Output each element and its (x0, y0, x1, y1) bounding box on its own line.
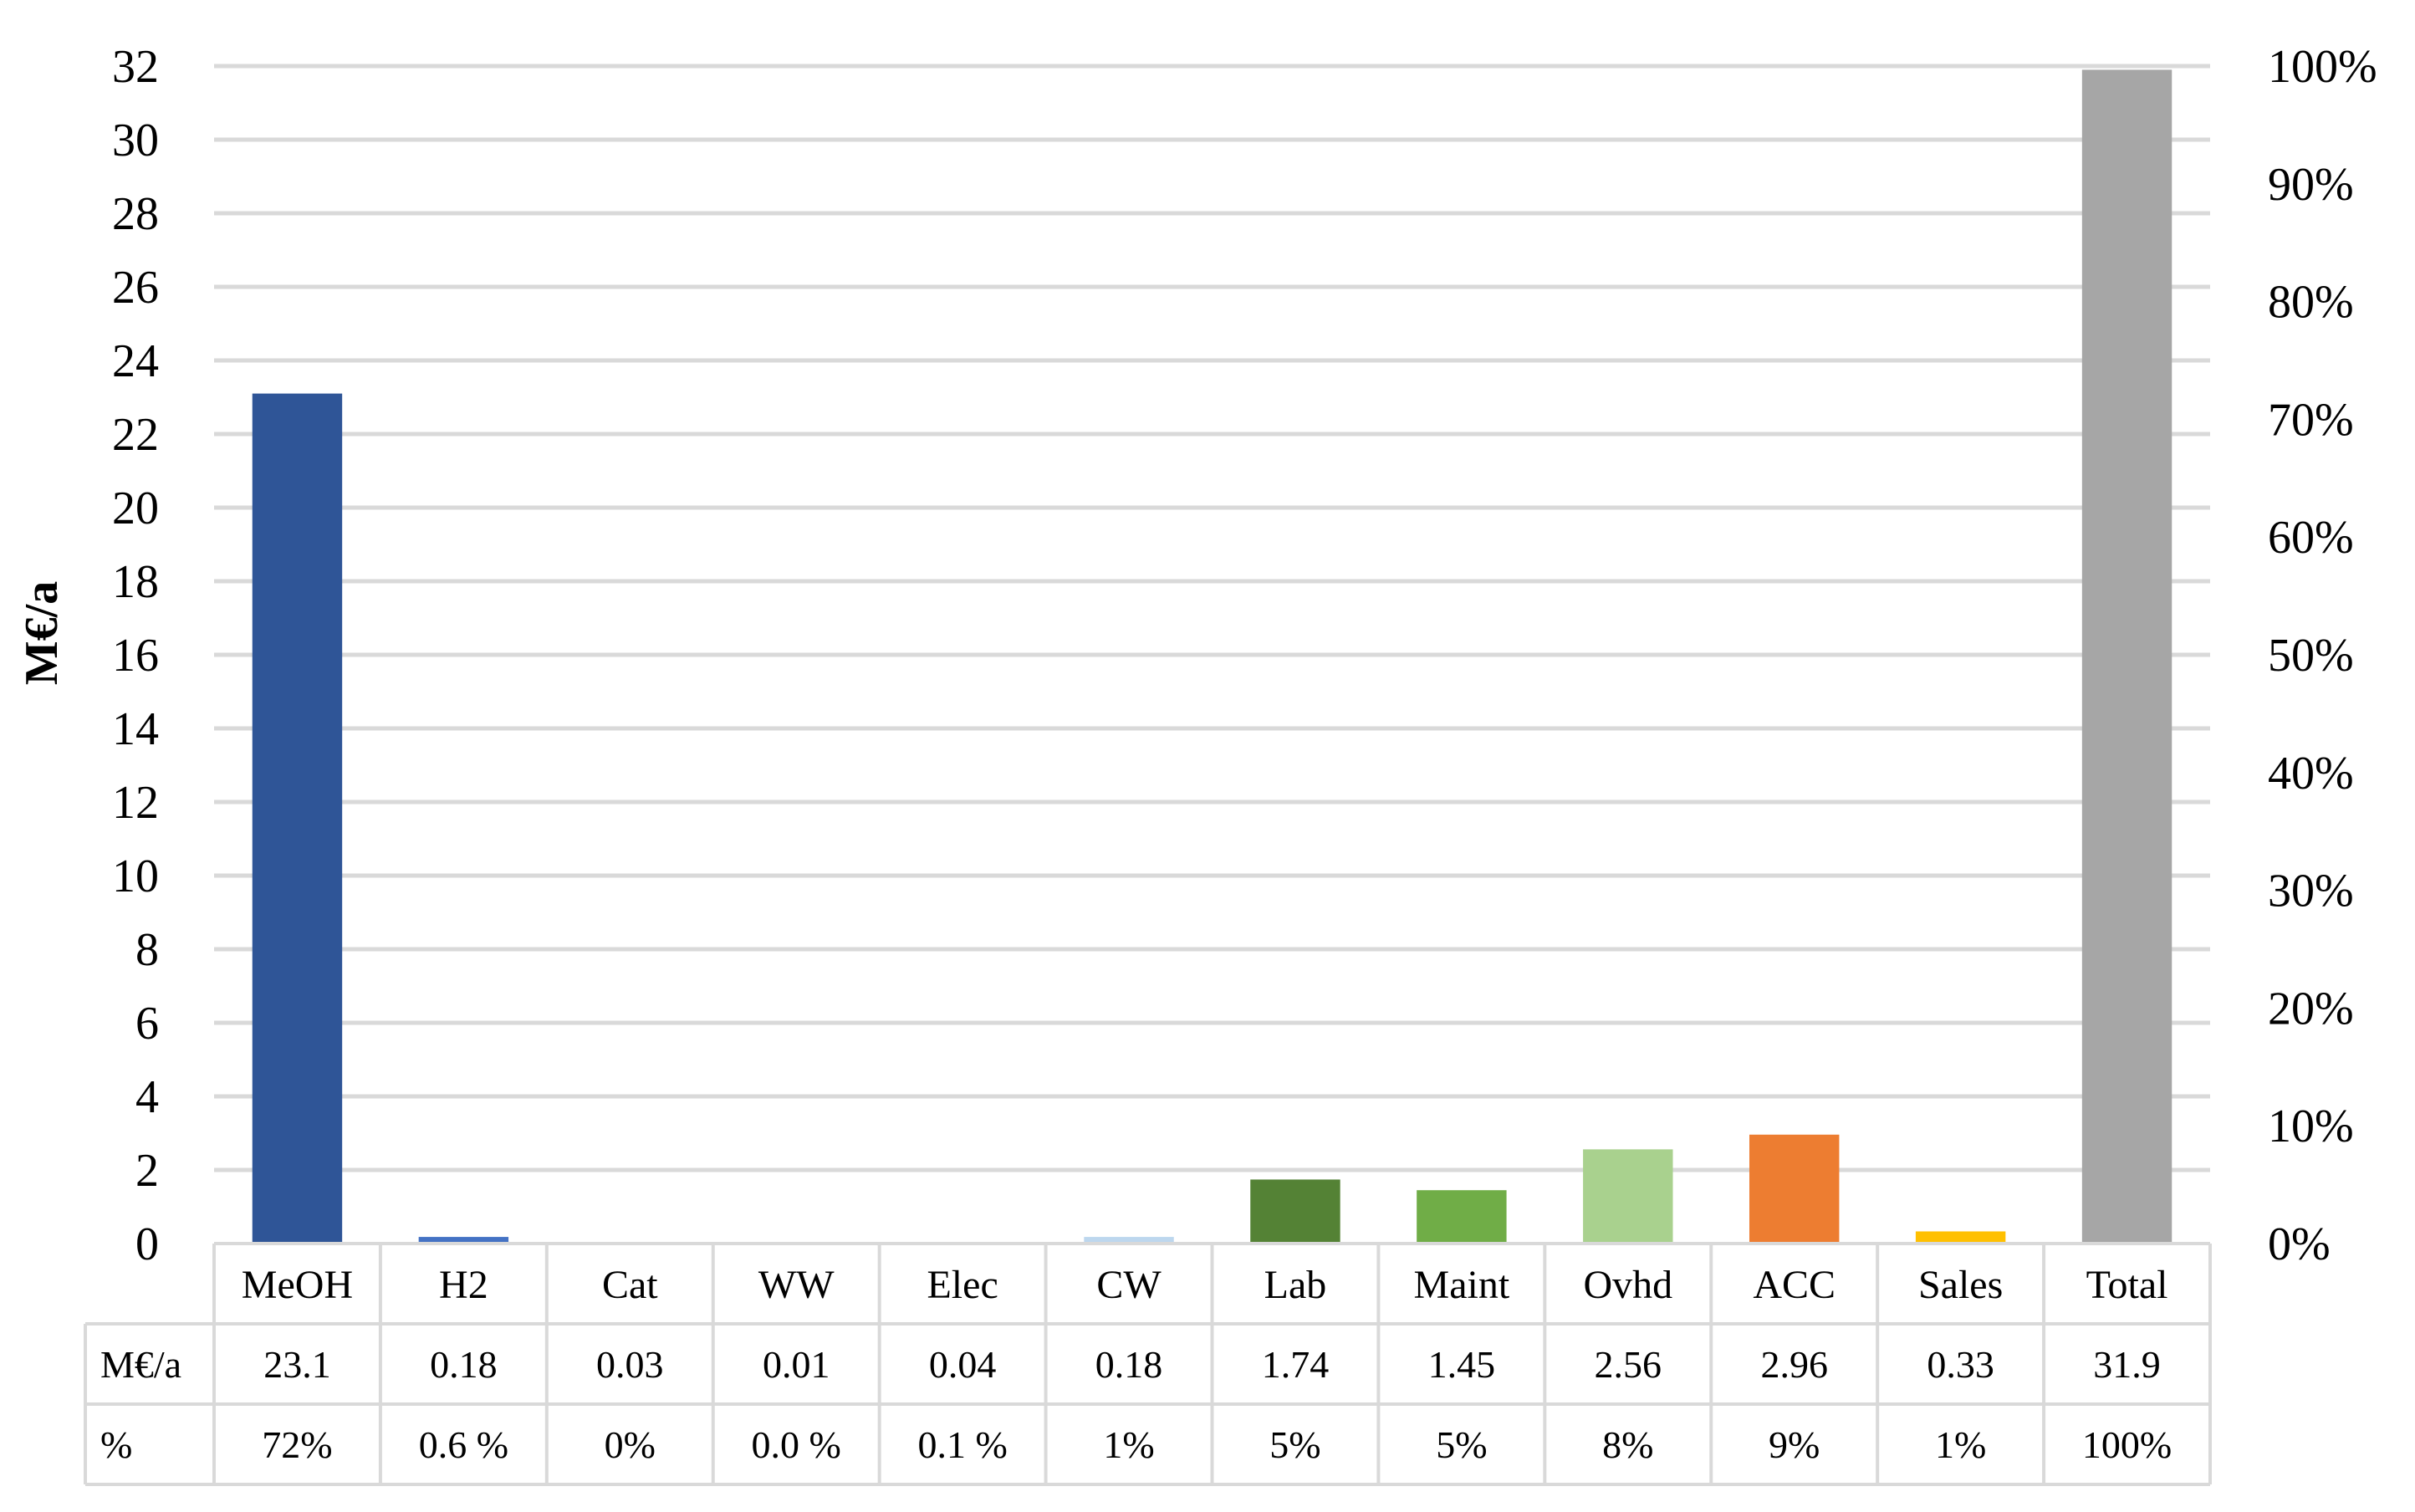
category-label: WW (758, 1263, 835, 1307)
y-tick-label: 32 (112, 41, 159, 93)
category-label: ACC (1753, 1263, 1836, 1307)
bar-maint (1417, 1190, 1507, 1244)
y2-tick-label: 80% (2268, 277, 2354, 329)
category-label: CW (1096, 1263, 1162, 1307)
y2-tick-label: 70% (2268, 394, 2354, 446)
y2-tick-label: 50% (2268, 630, 2354, 682)
table-cell: 2.96 (1760, 1343, 1828, 1386)
table-cell: 2.56 (1595, 1343, 1662, 1386)
table-cell: 31.9 (2093, 1343, 2161, 1386)
y-tick-label: 8 (135, 924, 159, 976)
y2-tick-label: 40% (2268, 748, 2354, 799)
y-tick-label: 26 (112, 262, 159, 314)
bar-acc (1749, 1134, 1840, 1244)
category-label: MeOH (242, 1263, 353, 1307)
bar-sales (1915, 1231, 2006, 1244)
y-tick-label: 4 (135, 1071, 159, 1123)
y-tick-label: 22 (112, 409, 159, 461)
y2-tick-label: 60% (2268, 512, 2354, 564)
y-tick-label: 16 (112, 630, 159, 682)
table-cell: 0% (605, 1423, 656, 1466)
y-tick-label: 20 (112, 483, 159, 534)
y-axis-title: M€/a (16, 581, 68, 685)
y-tick-label: 10 (112, 850, 159, 902)
table-cell: 0.04 (929, 1343, 997, 1386)
bar-total (2081, 69, 2172, 1244)
y2-tick-label: 30% (2268, 866, 2354, 917)
table-cell: 0.18 (1095, 1343, 1163, 1386)
bar-ovhd (1583, 1149, 1673, 1244)
right-axis-ticks: 0% 10% 20% 30% 40% 50% 60% 70% 80% 90% 100% (2268, 41, 2377, 1270)
bar-lab (1250, 1179, 1340, 1244)
data-table: MeOH H2 Cat WW Elec CW Lab Maint Ovhd ACC Sales Tot… (84, 1242, 2212, 1486)
category-label: Cat (602, 1263, 658, 1307)
y2-tick-label: 0% (2268, 1218, 2331, 1270)
table-cell: 8% (1602, 1423, 1653, 1466)
y-tick-label: 18 (112, 556, 159, 608)
category-label: Elec (927, 1263, 998, 1307)
y-tick-label: 12 (112, 777, 159, 829)
table-cell: 5% (1436, 1423, 1487, 1466)
y-tick-label: 6 (135, 998, 159, 1050)
gridlines (214, 64, 2210, 1172)
table-cell: 72% (262, 1423, 332, 1466)
table-cell: 0.1 % (917, 1423, 1007, 1466)
y-tick-label: 14 (112, 703, 159, 755)
bar-meoh (252, 393, 343, 1244)
table-cell: 100% (2082, 1423, 2172, 1466)
y-tick-label: 0 (135, 1218, 159, 1270)
table-cell: 0.03 (596, 1343, 664, 1386)
y2-tick-label: 100% (2268, 41, 2377, 93)
table-cell: 1.45 (1428, 1343, 1496, 1386)
bar-h2 (418, 1237, 509, 1244)
table-cell: 0.01 (763, 1343, 830, 1386)
table-cell: 23.1 (263, 1343, 331, 1386)
table-cell: 0.33 (1927, 1343, 1994, 1386)
table-cell: 1% (1103, 1423, 1154, 1466)
table-cell: 0.0 % (752, 1423, 841, 1466)
category-label: H2 (439, 1263, 488, 1307)
table-cell: 1% (1935, 1423, 1986, 1466)
bar-cw (1084, 1237, 1174, 1244)
bars (252, 69, 2172, 1244)
y-tick-label: 30 (112, 115, 159, 166)
table-cell: 9% (1769, 1423, 1820, 1466)
table-cell: 0.18 (430, 1343, 498, 1386)
category-label: Lab (1264, 1263, 1327, 1307)
y2-tick-label: 10% (2268, 1101, 2354, 1152)
category-label: Maint (1414, 1263, 1510, 1307)
category-label: Total (2086, 1263, 2168, 1307)
y2-tick-label: 90% (2268, 159, 2354, 211)
table-cell: 5% (1269, 1423, 1320, 1466)
table-row-header: M€/a (100, 1343, 181, 1386)
y-tick-label: 24 (112, 335, 159, 387)
y2-tick-label: 20% (2268, 983, 2354, 1034)
table-cell: 0.6 % (419, 1423, 508, 1466)
table-cell: 1.74 (1262, 1343, 1330, 1386)
category-label: Sales (1918, 1263, 2003, 1307)
table-row-header: % (100, 1423, 132, 1466)
category-label: Ovhd (1583, 1263, 1672, 1307)
y-tick-label: 2 (135, 1145, 159, 1197)
y-tick-label: 28 (112, 188, 159, 240)
